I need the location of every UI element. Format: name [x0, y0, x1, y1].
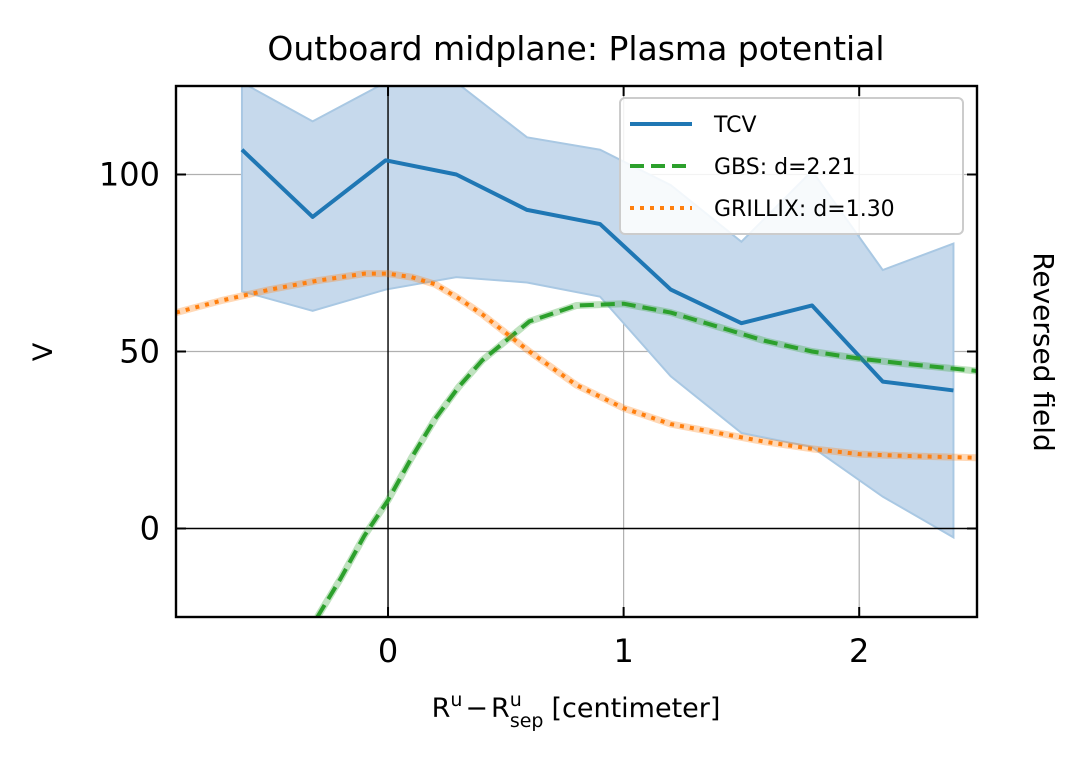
y-tick-label-0: 0	[140, 510, 160, 548]
x-tick-label-1: 1	[613, 632, 633, 670]
x-label-r2: R	[491, 693, 510, 724]
confidence-bands	[240, 86, 955, 540]
series-line-1	[315, 301, 977, 617]
series-line-0	[240, 148, 954, 393]
x-label-minus: −	[465, 693, 488, 724]
legend-box	[619, 97, 964, 235]
zero-lines	[176, 86, 977, 617]
x-label-sub-sep: sep	[510, 710, 544, 732]
x-label-sup-u: u	[450, 689, 462, 711]
legend-label-0: TCV	[713, 113, 757, 138]
x-axis-label: Ru − Ru sep [centimeter]	[432, 689, 721, 732]
y-axis-label: V	[28, 342, 59, 361]
axis-ticks: 0 1 2 0 50 100	[99, 86, 977, 670]
y-tick-label-1: 50	[119, 333, 160, 371]
x-label-sup-u2: u	[510, 689, 522, 711]
chart-title: Outboard midplane: Plasma potential	[267, 29, 884, 68]
x-tick-label-2: 2	[849, 632, 869, 670]
legend-label-1: GBS: d=2.21	[714, 155, 856, 180]
band-0	[240, 86, 955, 540]
x-label-unit: [centimeter]	[551, 693, 720, 724]
legend-label-2: GRILLIX: d=1.30	[714, 197, 895, 222]
series-line-2	[176, 271, 977, 460]
legend: TCV GBS: d=2.21 GRILLIX: d=1.30	[619, 97, 964, 235]
x-label-r: R	[432, 693, 451, 724]
y-tick-label-2: 100	[99, 156, 160, 194]
side-label: Reversed field	[1027, 252, 1060, 452]
x-tick-label-0: 0	[378, 632, 398, 670]
series-lines	[176, 148, 977, 617]
